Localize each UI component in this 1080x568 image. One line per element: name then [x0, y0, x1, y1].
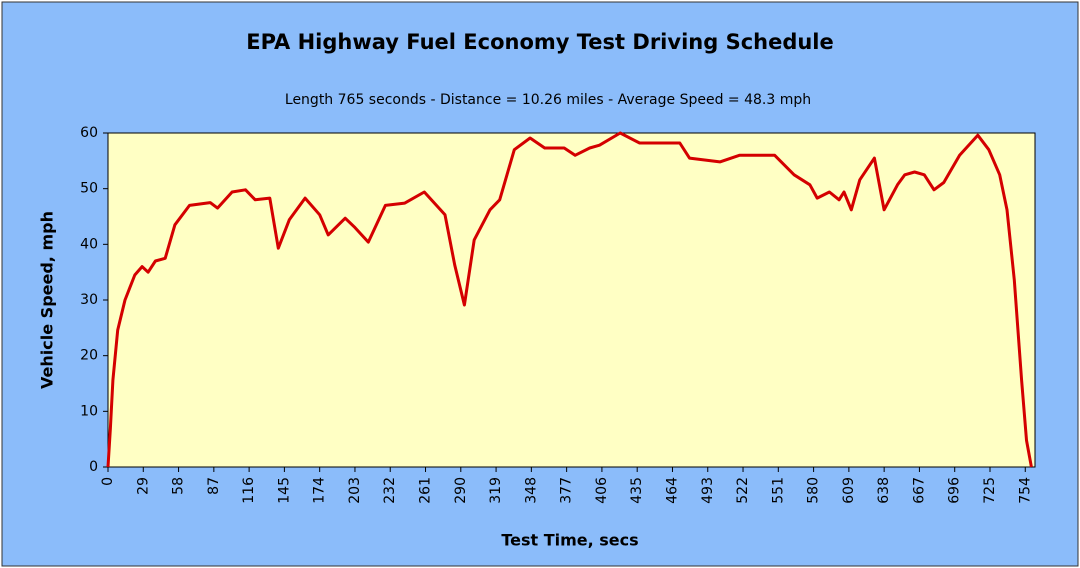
x-tick-label: 58 [171, 477, 187, 495]
x-tick-label: 290 [453, 477, 469, 504]
y-tick-label: 0 [89, 459, 98, 475]
x-tick-label: 551 [770, 477, 786, 504]
x-tick-label: 696 [947, 477, 963, 504]
x-tick-label: 580 [806, 477, 822, 504]
x-tick-label: 232 [382, 477, 398, 504]
x-tick-label: 406 [594, 477, 610, 504]
y-tick-label: 30 [80, 292, 98, 308]
y-tick-label: 20 [80, 348, 98, 364]
x-tick-label: 493 [700, 477, 716, 504]
x-tick-label: 319 [488, 477, 504, 504]
y-tick-label: 40 [80, 236, 98, 252]
x-tick-label: 261 [418, 477, 434, 504]
plot-area [107, 132, 1036, 468]
x-tick-label: 145 [276, 477, 292, 504]
x-tick-label: 435 [629, 477, 645, 504]
y-tick-label: 50 [80, 181, 98, 197]
x-tick-label: 725 [982, 477, 998, 504]
x-tick-label: 464 [664, 477, 680, 504]
chart-title: EPA Highway Fuel Economy Test Driving Sc… [246, 30, 834, 54]
chart-subtitle: Length 765 seconds - Distance = 10.26 mi… [285, 92, 811, 108]
x-tick-label: 29 [135, 477, 151, 495]
x-tick-label: 348 [523, 477, 539, 504]
x-tick-label: 0 [100, 477, 116, 486]
y-axis-label: Vehicle Speed, mph [38, 211, 57, 389]
x-tick-label: 667 [911, 477, 927, 504]
x-tick-label: 377 [559, 477, 575, 504]
y-tick-label: 60 [80, 125, 98, 141]
y-tick-label: 10 [80, 403, 98, 419]
x-tick-label: 522 [735, 477, 751, 504]
x-tick-label: 174 [312, 477, 328, 504]
x-tick-label: 87 [206, 477, 222, 495]
x-tick-label: 116 [241, 477, 257, 504]
x-tick-label: 638 [876, 477, 892, 504]
x-axis-label: Test Time, secs [501, 531, 638, 550]
x-tick-label: 754 [1017, 477, 1033, 504]
x-tick-label: 609 [841, 477, 857, 504]
data-line [106, 131, 1033, 468]
x-tick-label: 203 [347, 477, 363, 504]
